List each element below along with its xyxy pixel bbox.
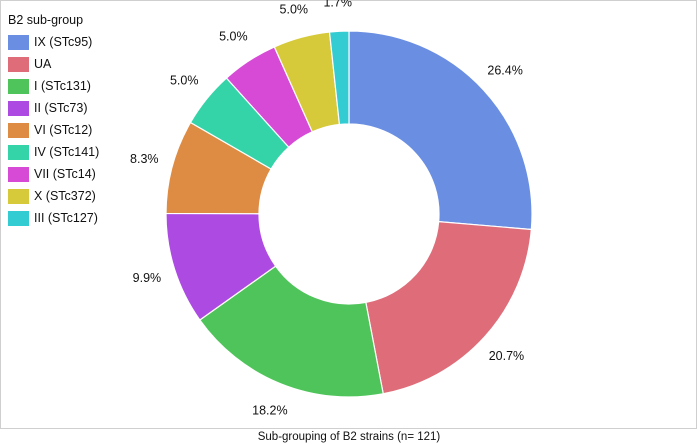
legend-item: I (STc131) xyxy=(8,75,99,97)
donut-slice xyxy=(198,265,384,398)
legend-swatch xyxy=(8,56,29,72)
slice-value-label: 1.7% xyxy=(323,0,352,9)
slice-value-label: 5.0% xyxy=(280,2,309,16)
legend-swatch xyxy=(8,100,29,116)
legend-swatch xyxy=(8,34,29,50)
legend-label: UA xyxy=(34,57,52,71)
slice-value-label: 5.0% xyxy=(170,74,199,88)
legend-item: II (STc73) xyxy=(8,97,99,119)
slice-value-label: 5.0% xyxy=(219,29,248,43)
legend: B2 sub-group IX (STc95) UA I (STc131) II (S… xyxy=(8,9,99,229)
legend-label: X (STc372) xyxy=(34,189,96,203)
legend-label: I (STc131) xyxy=(34,79,91,93)
legend-label: VI (STc12) xyxy=(34,123,93,137)
donut-slice xyxy=(365,220,532,395)
legend-swatch xyxy=(8,144,29,160)
legend-item: UA xyxy=(8,53,99,75)
slice-value-label: 26.4% xyxy=(487,64,522,78)
legend-swatch xyxy=(8,78,29,94)
slice-value-label: 8.3% xyxy=(130,152,159,166)
slice-value-label: 18.2% xyxy=(252,404,287,418)
legend-swatch xyxy=(8,122,29,138)
legend-item: IX (STc95) xyxy=(8,31,99,53)
donut-slice xyxy=(328,30,350,126)
legend-label: II (STc73) xyxy=(34,101,88,115)
legend-title: B2 sub-group xyxy=(8,13,84,27)
legend-swatch xyxy=(8,166,29,182)
legend-item: VII (STc14) xyxy=(8,163,99,185)
legend-label: IX (STc95) xyxy=(34,35,93,49)
slice-value-label: 20.7% xyxy=(489,349,524,363)
chart-caption: Sub-grouping of B2 strains (n= 121) xyxy=(257,431,441,443)
legend-swatch xyxy=(8,210,29,226)
legend-label: III (STc127) xyxy=(34,211,98,225)
legend-item: X (STc372) xyxy=(8,185,99,207)
legend-swatch xyxy=(8,188,29,204)
legend-item: VI (STc12) xyxy=(8,119,99,141)
donut-slice xyxy=(348,30,533,231)
legend-item: III (STc127) xyxy=(8,207,99,229)
legend-label: IV (STc141) xyxy=(34,145,100,159)
legend-label: VII (STc14) xyxy=(34,167,96,181)
legend-item: IV (STc141) xyxy=(8,141,99,163)
slice-value-label: 9.9% xyxy=(133,271,162,285)
